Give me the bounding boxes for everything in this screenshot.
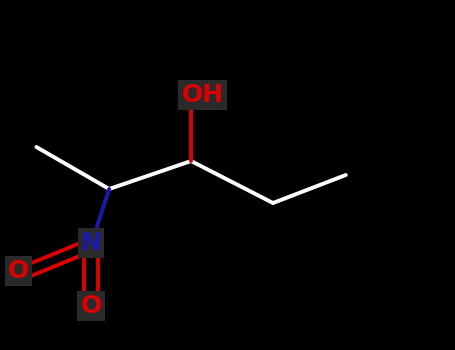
Text: OH: OH <box>182 83 223 106</box>
Text: N: N <box>81 231 101 255</box>
Text: O: O <box>8 259 29 283</box>
Text: O: O <box>81 294 101 318</box>
